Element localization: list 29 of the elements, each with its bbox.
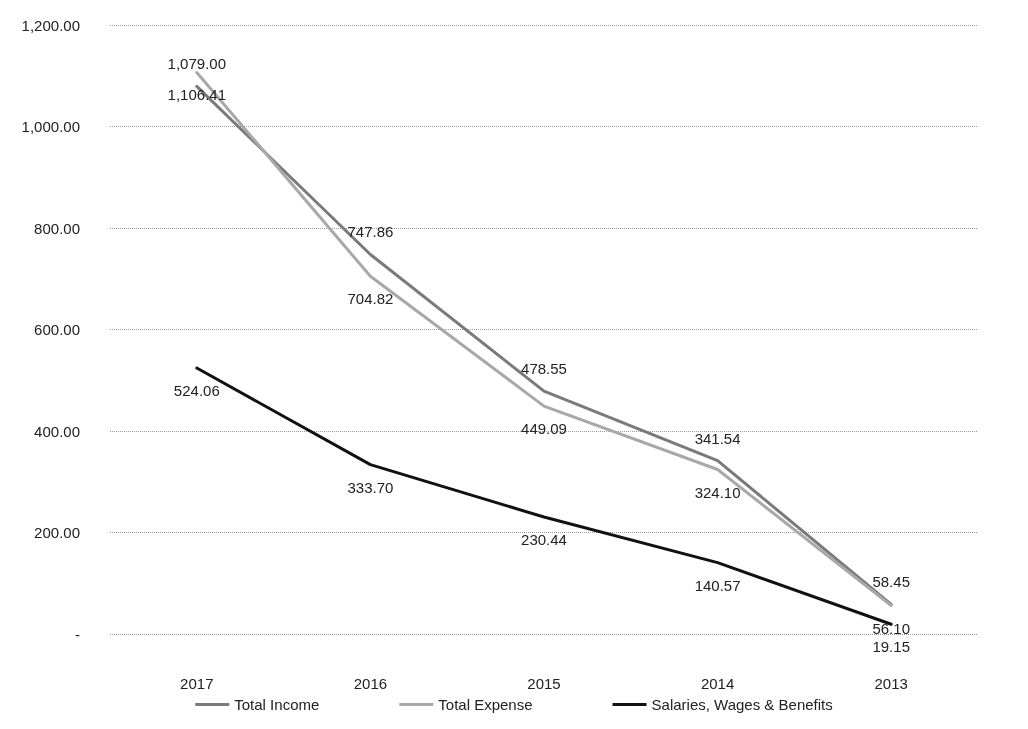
data-label: 58.45 <box>872 573 910 591</box>
data-label: 140.57 <box>694 576 741 594</box>
data-label: 324.10 <box>694 483 741 501</box>
x-tick-label: 2015 <box>527 675 561 692</box>
data-label: 341.54 <box>694 429 741 447</box>
data-label: 1,079.00 <box>167 55 226 73</box>
legend-label: Total Income <box>234 696 320 713</box>
data-label: 56.10 <box>872 619 910 637</box>
data-label: 747.86 <box>347 223 394 241</box>
data-label: 449.09 <box>521 420 567 438</box>
data-label: 704.82 <box>347 290 394 308</box>
data-label: 478.55 <box>521 360 567 378</box>
y-tick-label: 1,200.00 <box>21 16 80 34</box>
data-label: 19.15 <box>872 638 910 656</box>
y-tick-label: 800.00 <box>34 219 80 237</box>
legend-label: Salaries, Wages & Benefits <box>651 696 833 713</box>
data-label: 524.06 <box>173 382 220 400</box>
y-tick-label: - <box>75 625 80 643</box>
legend-label: Total Expense <box>438 696 533 713</box>
y-tick-label: 1,000.00 <box>21 118 80 135</box>
data-label: 333.70 <box>347 478 394 496</box>
y-tick-label: 400.00 <box>34 422 80 440</box>
y-tick-label: 600.00 <box>34 321 80 338</box>
x-tick-label: 2016 <box>353 675 388 692</box>
x-tick-label: 2017 <box>180 675 214 692</box>
data-label: 230.44 <box>521 531 567 549</box>
x-tick-label: 2014 <box>700 675 735 692</box>
y-tick-label: 200.00 <box>34 524 80 541</box>
x-tick-label: 2013 <box>874 675 908 692</box>
